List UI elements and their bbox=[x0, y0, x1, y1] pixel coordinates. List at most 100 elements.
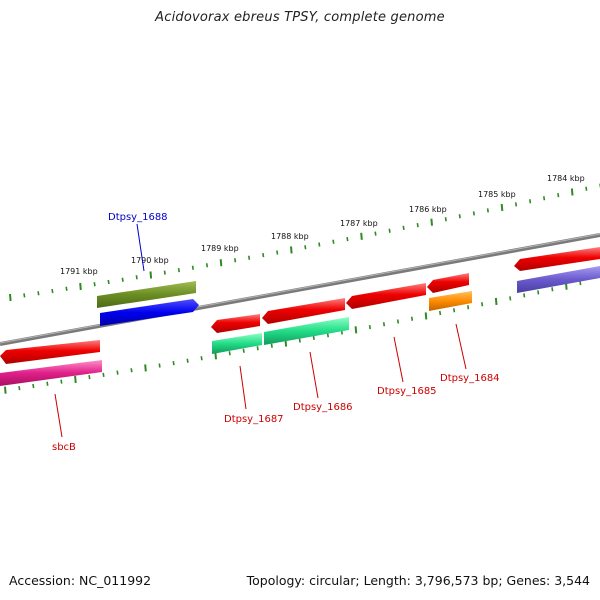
minor-tick bbox=[523, 293, 526, 298]
minor-tick bbox=[509, 296, 512, 301]
major-tick bbox=[494, 297, 498, 305]
major-tick bbox=[79, 282, 82, 291]
major-tick bbox=[9, 293, 12, 302]
major-tick bbox=[214, 352, 217, 360]
minor-tick bbox=[107, 279, 110, 285]
minor-tick bbox=[453, 308, 456, 313]
minor-tick bbox=[472, 211, 475, 216]
ruler-labels: 1791 kbp 1790 kbp 1789 kbp 1788 kbp 1787… bbox=[60, 174, 585, 276]
gene-label-sbcb[interactable]: sbcB bbox=[52, 442, 76, 453]
gene-dtpsy-1687[interactable] bbox=[211, 314, 260, 333]
minor-tick bbox=[186, 358, 189, 363]
minor-tick bbox=[312, 335, 315, 341]
minor-tick bbox=[205, 263, 209, 268]
minor-tick bbox=[579, 280, 582, 286]
minor-tick bbox=[551, 287, 554, 292]
leader-dtpsy-1687 bbox=[239, 365, 247, 410]
minor-tick bbox=[396, 319, 400, 324]
ruler-label-1786: 1786 kbp bbox=[409, 205, 447, 214]
minor-tick bbox=[368, 324, 371, 330]
minor-tick bbox=[486, 208, 489, 213]
major-tick bbox=[424, 312, 428, 320]
minor-tick bbox=[256, 346, 259, 351]
cds-right-edge[interactable] bbox=[517, 266, 600, 293]
minor-tick bbox=[529, 199, 532, 204]
gene-dtpsy-1684[interactable] bbox=[427, 273, 469, 293]
ruler-label-1785: 1785 kbp bbox=[478, 190, 516, 199]
minor-tick bbox=[439, 310, 442, 316]
minor-tick bbox=[467, 305, 470, 310]
forward-cds bbox=[100, 266, 600, 326]
leader-dtpsy-1686 bbox=[309, 351, 319, 399]
minor-tick bbox=[298, 338, 301, 343]
major-tick bbox=[290, 246, 293, 254]
minor-tick bbox=[543, 196, 546, 201]
gene-dtpsy-1686[interactable] bbox=[262, 298, 345, 324]
ruler-label-1784: 1784 kbp bbox=[547, 174, 585, 183]
map-title: Acidovorax ebreus TPSY, complete genome bbox=[155, 10, 445, 25]
major-tick bbox=[4, 386, 7, 394]
ruler-label-1788: 1788 kbp bbox=[271, 232, 309, 241]
minor-tick bbox=[557, 192, 560, 198]
minor-tick bbox=[416, 222, 419, 228]
minor-tick bbox=[37, 291, 40, 296]
minor-tick bbox=[388, 228, 391, 233]
minor-tick bbox=[458, 214, 461, 219]
leader-lines bbox=[54, 223, 467, 438]
cds-dtpsy-1688[interactable] bbox=[100, 299, 199, 326]
minor-tick bbox=[276, 250, 279, 255]
minor-tick bbox=[326, 333, 329, 338]
major-tick bbox=[500, 203, 504, 211]
minor-tick bbox=[23, 293, 26, 298]
minor-tick bbox=[537, 290, 540, 295]
gene-dtpsy-1688[interactable] bbox=[97, 281, 196, 308]
minor-tick bbox=[88, 374, 91, 380]
minor-tick bbox=[270, 343, 273, 348]
minor-tick bbox=[60, 379, 63, 384]
gene-label-dtpsy-1686[interactable]: Dtpsy_1686 bbox=[293, 402, 353, 413]
gene-labels: Dtpsy_1688 sbcB Dtpsy_1687 Dtpsy_1686 Dt… bbox=[52, 212, 500, 453]
minor-tick bbox=[158, 363, 161, 368]
major-tick bbox=[354, 326, 358, 334]
major-tick bbox=[144, 364, 147, 372]
minor-tick bbox=[444, 217, 447, 222]
cds-dtpsy-1684[interactable] bbox=[429, 291, 472, 311]
minor-tick bbox=[32, 383, 35, 389]
minor-tick bbox=[65, 286, 68, 291]
genome-backbone bbox=[0, 233, 600, 346]
minor-tick bbox=[234, 258, 237, 263]
gene-label-dtpsy-1688[interactable]: Dtpsy_1688 bbox=[108, 212, 168, 223]
minor-tick bbox=[410, 316, 414, 321]
minor-tick bbox=[304, 245, 307, 250]
minor-tick bbox=[172, 360, 175, 366]
outer-ruler-ticks bbox=[9, 183, 600, 302]
major-tick bbox=[360, 232, 363, 240]
minor-tick bbox=[585, 186, 588, 191]
minor-tick bbox=[481, 302, 484, 307]
genome-summary-text: Topology: circular; Length: 3,796,573 bp… bbox=[246, 573, 590, 588]
minor-tick bbox=[163, 270, 166, 275]
gene-label-dtpsy-1687[interactable]: Dtpsy_1687 bbox=[224, 414, 284, 425]
minor-tick bbox=[514, 202, 518, 207]
major-tick bbox=[570, 188, 574, 196]
ruler-label-1791: 1791 kbp bbox=[60, 267, 98, 276]
gene-dtpsy-1685[interactable] bbox=[346, 283, 426, 309]
leader-sbcb bbox=[54, 393, 63, 438]
ruler-label-1787: 1787 kbp bbox=[340, 219, 378, 228]
minor-tick bbox=[382, 322, 386, 327]
gene-label-dtpsy-1684[interactable]: Dtpsy_1684 bbox=[440, 373, 500, 384]
minor-tick bbox=[374, 231, 377, 236]
accession-text: Accession: NC_011992 bbox=[9, 573, 152, 588]
cds-dtpsy-1687[interactable] bbox=[212, 333, 262, 354]
gene-sbcb[interactable] bbox=[0, 340, 100, 364]
minor-tick bbox=[116, 370, 119, 375]
minor-tick bbox=[121, 277, 124, 282]
gene-label-dtpsy-1685[interactable]: Dtpsy_1685 bbox=[377, 386, 437, 397]
leader-dtpsy-1688 bbox=[136, 223, 145, 272]
cds-dtpsy-1686[interactable] bbox=[264, 317, 349, 345]
cds-sbcb[interactable] bbox=[0, 360, 102, 386]
gene-right-edge[interactable] bbox=[514, 247, 600, 271]
minor-tick bbox=[318, 242, 321, 247]
minor-tick bbox=[200, 356, 203, 361]
major-tick bbox=[74, 375, 77, 383]
